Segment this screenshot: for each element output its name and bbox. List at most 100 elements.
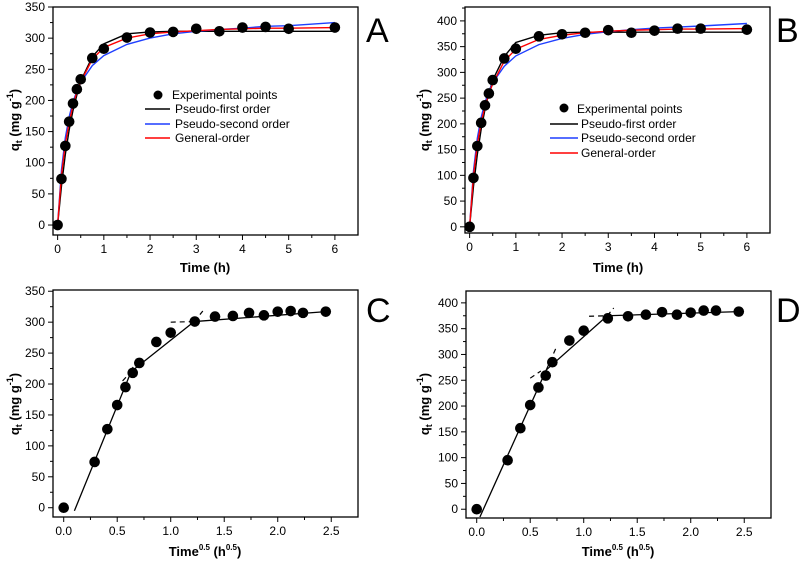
y-tick-label: 150	[438, 425, 458, 439]
data-point	[498, 53, 510, 64]
y-tick-label: 100	[438, 451, 458, 465]
data-point	[214, 25, 225, 37]
plot-frame	[464, 6, 771, 234]
legend-label: General-order	[581, 146, 656, 160]
data-point	[672, 23, 683, 34]
panel-letter-d: D	[776, 292, 800, 330]
data-point	[464, 221, 475, 233]
data-point	[121, 32, 133, 43]
data-point	[227, 310, 239, 322]
x-tick-label: 2.5	[736, 525, 753, 539]
y-tick-label: 350	[25, 0, 45, 14]
y-tick-label: 350	[438, 322, 458, 336]
series-line-pseudo-first-order	[56, 30, 335, 226]
data-point	[515, 422, 526, 434]
data-point	[472, 140, 483, 152]
data-point	[547, 356, 558, 368]
data-point	[471, 503, 483, 515]
y-tick-label: 100	[437, 168, 457, 182]
fit-line-extension	[589, 315, 608, 317]
data-point	[556, 28, 568, 40]
data-point	[483, 88, 495, 99]
y-axis-label: qt (mg g-1)	[415, 89, 434, 151]
y-tick-label: 0	[38, 218, 45, 232]
data-point	[283, 23, 294, 35]
x-tick-label: 0	[466, 240, 473, 254]
data-point	[626, 27, 637, 39]
data-point	[98, 43, 110, 55]
data-point	[75, 73, 87, 85]
legend-label: Pseudo-first order	[175, 102, 270, 116]
data-point	[127, 367, 139, 379]
y-tick-label: 150	[437, 143, 457, 157]
panel-c: C Time0.5 (h0.5) qt (mg g-1) 0.0 0.5 1.0 1.…	[5, 284, 391, 559]
data-point	[67, 98, 79, 109]
y-tick-label: 300	[25, 315, 45, 329]
data-point	[56, 173, 67, 185]
data-point	[695, 23, 706, 34]
y-tick-label: 350	[25, 284, 45, 298]
data-point	[671, 309, 683, 321]
x-tick-label: 0.0	[468, 525, 485, 539]
data-point	[102, 423, 113, 435]
data-point	[475, 117, 487, 129]
data-point	[190, 23, 202, 35]
x-tick-label: 3	[605, 240, 612, 254]
x-tick-label: 1	[100, 242, 107, 256]
legend-marker-experimental	[153, 90, 163, 100]
data-point	[524, 399, 536, 411]
data-point	[89, 456, 100, 468]
y-axis-label: qt (mg g-1)	[415, 373, 434, 435]
y-tick-label: 400	[437, 14, 457, 28]
x-axis-label: Time0.5 (h0.5)	[169, 543, 242, 559]
y-tick-label: 150	[25, 125, 45, 139]
data-point	[52, 219, 63, 231]
y-tick-label: 100	[25, 439, 45, 453]
data-point	[710, 305, 722, 316]
data-point	[640, 309, 652, 321]
panel-letter-b: B	[776, 12, 799, 50]
legend: Experimental points Pseudo-first order P…	[550, 102, 696, 160]
x-tick-label: 0.0	[55, 524, 72, 538]
y-tick-label: 100	[25, 156, 45, 170]
data-point	[243, 307, 255, 319]
y-tick-label: 200	[25, 377, 45, 391]
y-tick-label: 50	[32, 470, 46, 484]
x-tick-label: 1.0	[162, 524, 179, 538]
x-tick-label: 2	[147, 242, 154, 256]
plot-frame	[52, 6, 359, 236]
y-tick-label: 250	[437, 91, 457, 105]
x-tick-label: 2	[559, 240, 566, 254]
fit-line	[73, 371, 132, 512]
y-tick-label: 250	[25, 62, 45, 76]
data-point	[487, 74, 499, 86]
data-point	[71, 83, 83, 95]
y-tick-label: 0	[450, 220, 457, 234]
data-point	[86, 52, 98, 64]
y-tick-label: 250	[25, 346, 45, 360]
x-tick-label: 0.5	[109, 524, 126, 538]
legend: Experimental points Pseudo-first order P…	[145, 88, 290, 145]
panel-letter-a: A	[366, 12, 389, 50]
data-point	[579, 27, 591, 39]
x-axis-label: Time (h)	[593, 260, 643, 275]
legend-label: Pseudo-second order	[175, 117, 290, 131]
y-tick-label: 0	[38, 501, 45, 515]
y-tick-label: 300	[437, 65, 457, 79]
x-tick-label: 5	[697, 240, 704, 254]
data-point	[685, 307, 697, 318]
data-point	[329, 22, 341, 33]
y-tick-label: 250	[438, 373, 458, 387]
x-tick-label: 0.5	[522, 525, 539, 539]
data-point	[272, 306, 284, 317]
x-tick-label: 2.0	[682, 525, 699, 539]
y-tick-label: 0	[451, 502, 458, 516]
data-point	[533, 31, 545, 42]
y-axis-label: qt (mg g-1)	[5, 373, 24, 435]
data-point	[63, 116, 75, 127]
y-tick-label: 50	[32, 187, 46, 201]
fit-line	[479, 369, 547, 518]
data-point	[258, 310, 270, 321]
x-tick-label: 1.0	[575, 525, 592, 539]
x-tick-label: 4	[651, 240, 658, 254]
